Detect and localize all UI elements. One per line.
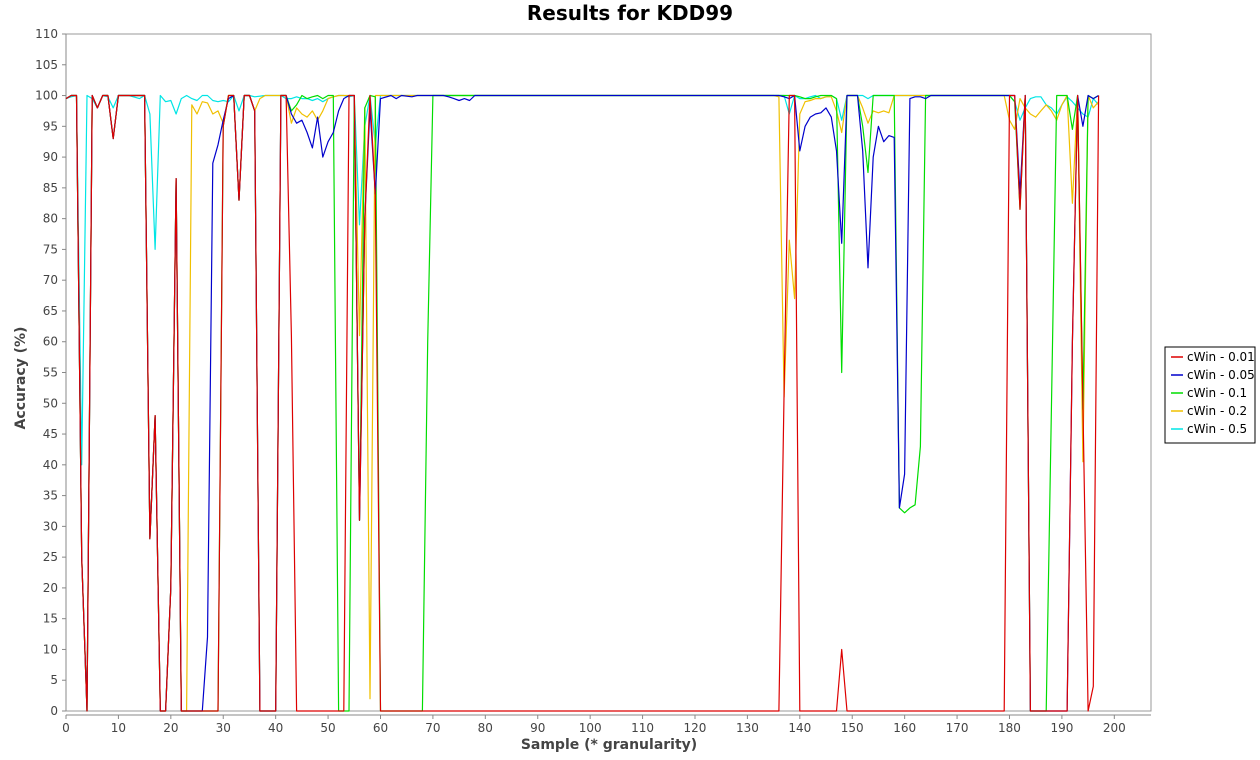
- y-tick-label: 45: [43, 427, 58, 441]
- x-tick-label: 170: [946, 721, 969, 735]
- y-tick-label: 20: [43, 581, 58, 595]
- y-tick-label: 75: [43, 242, 58, 256]
- legend-label: cWin - 0.05: [1187, 368, 1255, 382]
- y-tick-label: 15: [43, 612, 58, 626]
- x-tick-label: 150: [841, 721, 864, 735]
- y-tick-label: 30: [43, 519, 58, 533]
- x-tick-label: 190: [1050, 721, 1073, 735]
- y-axis-label: Accuracy (%): [13, 327, 29, 430]
- x-tick-label: 10: [111, 721, 126, 735]
- x-tick-label: 80: [478, 721, 493, 735]
- x-tick-label: 140: [788, 721, 811, 735]
- series-lines: [65, 94, 1100, 712]
- y-tick-label: 10: [43, 642, 58, 656]
- y-tick-label: 100: [35, 89, 58, 103]
- legend-label: cWin - 0.01: [1187, 350, 1255, 364]
- x-axis-label: Sample (* granularity): [521, 737, 697, 753]
- plot-area: [65, 33, 1152, 712]
- x-tick-label: 0: [62, 721, 70, 735]
- legend-label: cWin - 0.5: [1187, 422, 1247, 436]
- y-tick-label: 90: [43, 150, 58, 164]
- y-tick-label: 50: [43, 396, 58, 410]
- y-tick-label: 80: [43, 212, 58, 226]
- y-tick-label: 60: [43, 335, 58, 349]
- x-tick-label: 40: [268, 721, 283, 735]
- y-tick-label: 85: [43, 181, 58, 195]
- chart-title: Results for KDD99: [527, 1, 733, 25]
- y-tick-label: 35: [43, 489, 58, 503]
- y-tick-label: 0: [50, 704, 58, 718]
- x-tick-label: 60: [373, 721, 388, 735]
- y-tick-label: 105: [35, 58, 58, 72]
- x-axis: 0 10 20 30 40 50 60 70 80 90 100 110 120 130 140 150 160…: [62, 714, 1151, 735]
- series-line-cwin-0-01: [65, 94, 1100, 712]
- y-tick-label: 55: [43, 366, 58, 380]
- x-tick-label: 50: [320, 721, 335, 735]
- y-tick-label: 110: [35, 27, 58, 41]
- x-tick-label: 130: [736, 721, 759, 735]
- x-tick-label: 120: [684, 721, 707, 735]
- x-tick-label: 70: [425, 721, 440, 735]
- x-tick-label: 180: [998, 721, 1021, 735]
- x-tick-label: 160: [893, 721, 916, 735]
- x-tick-label: 100: [579, 721, 602, 735]
- legend-box: [1164, 346, 1256, 444]
- y-tick-label: 70: [43, 273, 58, 287]
- x-tick-label: 90: [530, 721, 545, 735]
- y-tick-label: 95: [43, 119, 58, 133]
- x-tick-label: 20: [163, 721, 178, 735]
- x-tick-label: 30: [216, 721, 231, 735]
- x-tick-label: 110: [631, 721, 654, 735]
- legend: cWin - 0.01 cWin - 0.05 cWin - 0.1 cWin - 0…: [1164, 346, 1256, 444]
- legend-label: cWin - 0.1: [1187, 386, 1247, 400]
- y-tick-label: 40: [43, 458, 58, 472]
- x-tick-label: 200: [1103, 721, 1126, 735]
- legend-label: cWin - 0.2: [1187, 404, 1247, 418]
- y-tick-label: 25: [43, 550, 58, 564]
- y-tick-label: 5: [50, 673, 58, 687]
- y-tick-label: 65: [43, 304, 58, 318]
- y-axis: 0 5 10 15 20 25 30 35 40 45 50 55 60 65 70 75 80 85 90 95 10…: [35, 27, 67, 718]
